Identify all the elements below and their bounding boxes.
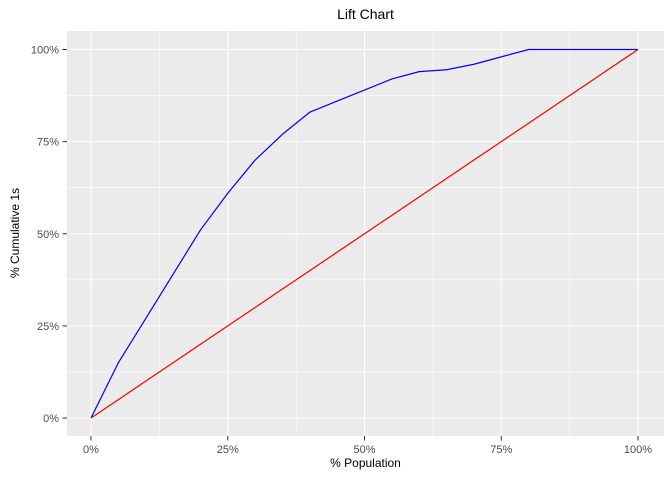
x-tick-label: 100% (624, 444, 652, 456)
y-tick-label: 75% (37, 137, 59, 149)
x-tick-label: 25% (217, 444, 239, 456)
y-tick-label: 0% (43, 413, 59, 425)
y-tick-label: 50% (37, 229, 59, 241)
chart-title: Lift Chart (337, 6, 394, 22)
model-lift-line (90, 48, 638, 419)
x-tick-label: 0% (83, 444, 99, 456)
x-tick-label: 50% (353, 444, 375, 456)
y-tick-label: 100% (31, 45, 59, 57)
x-axis-title: % Population (330, 456, 401, 470)
x-tick-label: 75% (490, 444, 512, 456)
y-tick-label: 25% (37, 321, 59, 333)
y-axis-title: % Cumulative 1s (8, 187, 22, 279)
random-baseline-line (90, 49, 639, 419)
